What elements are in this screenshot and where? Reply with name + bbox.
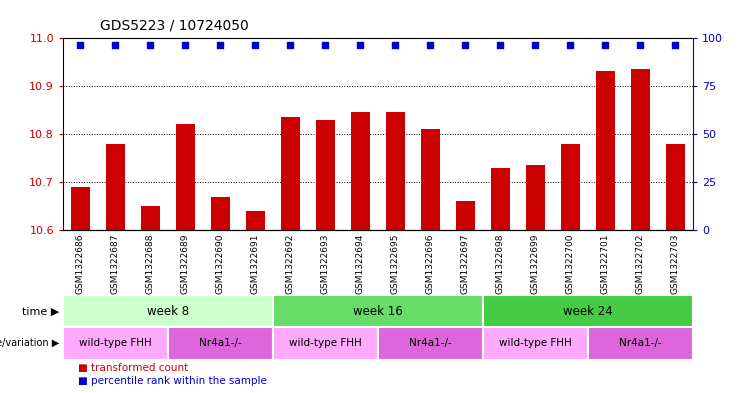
Text: Nr4a1-/-: Nr4a1-/- — [409, 338, 452, 349]
Text: GSM1322703: GSM1322703 — [671, 233, 679, 294]
Bar — [63, 295, 273, 327]
Point — [215, 42, 227, 49]
Bar — [316, 119, 335, 230]
Text: GSM1322699: GSM1322699 — [531, 233, 540, 294]
Text: week 24: week 24 — [563, 305, 613, 318]
Text: GSM1322688: GSM1322688 — [146, 233, 155, 294]
Text: GSM1322695: GSM1322695 — [391, 233, 400, 294]
Text: GSM1322700: GSM1322700 — [566, 233, 575, 294]
Bar — [106, 143, 125, 230]
Bar — [631, 69, 650, 230]
Point — [144, 42, 156, 49]
Text: GSM1322693: GSM1322693 — [321, 233, 330, 294]
Text: GSM1322696: GSM1322696 — [426, 233, 435, 294]
Point — [459, 42, 471, 49]
Bar — [281, 117, 300, 230]
Text: GDS5223 / 10724050: GDS5223 / 10724050 — [100, 19, 249, 33]
Text: week 8: week 8 — [147, 305, 189, 318]
Point — [319, 42, 331, 49]
Point — [425, 42, 436, 49]
Bar — [350, 112, 370, 230]
Point — [110, 42, 122, 49]
Text: genotype/variation ▶: genotype/variation ▶ — [0, 338, 59, 349]
Bar — [596, 72, 615, 230]
Bar — [176, 124, 195, 230]
Bar — [491, 168, 510, 230]
Point — [75, 42, 87, 49]
Text: wild-type FHH: wild-type FHH — [79, 338, 152, 349]
Point — [634, 42, 646, 49]
Bar — [561, 143, 580, 230]
Text: Nr4a1-/-: Nr4a1-/- — [199, 338, 242, 349]
Bar — [421, 129, 440, 230]
Text: GSM1322694: GSM1322694 — [356, 233, 365, 294]
Point — [529, 42, 541, 49]
Text: GSM1322687: GSM1322687 — [111, 233, 120, 294]
Bar — [211, 196, 230, 230]
Text: GSM1322686: GSM1322686 — [76, 233, 85, 294]
Bar — [483, 295, 693, 327]
Point — [285, 42, 296, 49]
Point — [599, 42, 611, 49]
Point — [179, 42, 191, 49]
Text: GSM1322702: GSM1322702 — [636, 233, 645, 294]
Bar — [526, 165, 545, 230]
Text: GSM1322689: GSM1322689 — [181, 233, 190, 294]
Point — [390, 42, 402, 49]
Bar — [273, 327, 378, 360]
Bar — [71, 187, 90, 230]
Bar — [665, 143, 685, 230]
Point — [565, 42, 576, 49]
Text: GSM1322691: GSM1322691 — [251, 233, 260, 294]
Bar — [483, 327, 588, 360]
Bar — [246, 211, 265, 230]
Text: time ▶: time ▶ — [22, 306, 59, 316]
Text: GSM1322701: GSM1322701 — [601, 233, 610, 294]
Text: ■ transformed count: ■ transformed count — [78, 363, 188, 373]
Point — [250, 42, 262, 49]
Point — [494, 42, 506, 49]
Text: GSM1322698: GSM1322698 — [496, 233, 505, 294]
Text: week 16: week 16 — [353, 305, 403, 318]
Point — [669, 42, 681, 49]
Point — [354, 42, 366, 49]
Text: GSM1322697: GSM1322697 — [461, 233, 470, 294]
Bar — [141, 206, 160, 230]
Text: wild-type FHH: wild-type FHH — [289, 338, 362, 349]
Bar — [273, 295, 483, 327]
Text: GSM1322690: GSM1322690 — [216, 233, 225, 294]
Bar — [386, 112, 405, 230]
Text: Nr4a1-/-: Nr4a1-/- — [619, 338, 662, 349]
Text: wild-type FHH: wild-type FHH — [499, 338, 572, 349]
Bar — [456, 201, 475, 230]
Bar — [378, 327, 483, 360]
Bar — [63, 327, 168, 360]
Bar — [588, 327, 693, 360]
Bar — [168, 327, 273, 360]
Text: ■ percentile rank within the sample: ■ percentile rank within the sample — [78, 376, 267, 386]
Text: GSM1322692: GSM1322692 — [286, 233, 295, 294]
